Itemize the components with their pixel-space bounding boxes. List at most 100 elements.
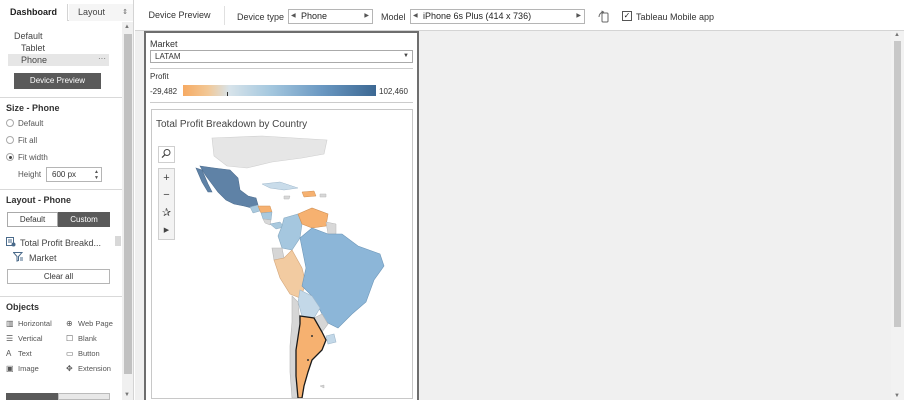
- object-button[interactable]: ▭ Button: [66, 349, 100, 358]
- prev-arrow-icon[interactable]: ◀: [291, 13, 296, 19]
- map-tools-group: + − ✰ ▶: [158, 168, 175, 240]
- zoom-out-icon[interactable]: −: [163, 189, 170, 201]
- size-option-fit-width[interactable]: Fit width: [6, 153, 48, 162]
- radio-selected-icon: [6, 153, 14, 161]
- map-region-hispaniola[interactable]: [301, 190, 317, 198]
- map-region-argentina[interactable]: [295, 315, 327, 398]
- map-point: [311, 335, 313, 337]
- next-arrow-icon[interactable]: ▶: [576, 13, 581, 19]
- object-label: Text: [18, 349, 32, 358]
- layout-custom-button[interactable]: Custom: [58, 212, 110, 227]
- object-text[interactable]: A Text: [6, 349, 32, 358]
- object-extension[interactable]: ✥ Extension: [66, 364, 111, 373]
- blank-icon: ☐: [66, 334, 74, 343]
- scroll-up-icon[interactable]: ▲: [124, 24, 130, 30]
- mobile-app-checkbox[interactable]: ✓: [622, 11, 632, 21]
- object-vertical[interactable]: ☰ Vertical: [6, 334, 43, 343]
- scroll-down-icon[interactable]: ▼: [894, 393, 900, 399]
- map-search-button[interactable]: [158, 146, 175, 163]
- object-label: Blank: [78, 334, 97, 343]
- model-label: Model: [381, 12, 406, 22]
- map-region-falklands[interactable]: [319, 384, 325, 389]
- size-section-title: Size - Phone: [6, 103, 60, 113]
- more-options-icon[interactable]: ···: [98, 54, 106, 63]
- clear-all-button[interactable]: Clear all: [7, 269, 110, 284]
- scrollbar-thumb[interactable]: [894, 41, 901, 327]
- map-region-guyana[interactable]: [325, 221, 337, 235]
- map-region-uruguay[interactable]: [325, 333, 337, 345]
- scrollbar-thumb[interactable]: [124, 34, 132, 374]
- scroll-down-icon[interactable]: ▼: [124, 392, 130, 398]
- device-option-phone[interactable]: Phone ···: [8, 54, 109, 66]
- map-region-chile[interactable]: [289, 295, 301, 398]
- layout-default-button[interactable]: Default: [7, 212, 58, 227]
- layout-item-filter[interactable]: Market: [12, 252, 57, 263]
- map-region-baja[interactable]: [195, 167, 213, 193]
- object-blank[interactable]: ☐ Blank: [66, 334, 97, 343]
- map-worksheet[interactable]: Total Profit Breakdown by Country + − ✰ …: [151, 109, 413, 399]
- rotate-device-icon[interactable]: [597, 10, 611, 24]
- image-icon: ▣: [6, 364, 14, 373]
- size-option-label: Fit all: [18, 136, 38, 145]
- radio-icon: [6, 119, 14, 127]
- map-region-jamaica[interactable]: [283, 195, 291, 200]
- object-web-page[interactable]: ⊕ Web Page: [66, 319, 113, 328]
- device-option-default[interactable]: Default: [14, 31, 43, 41]
- phone-frame-top: [146, 31, 417, 33]
- radio-icon: [6, 136, 14, 144]
- object-horizontal[interactable]: ▥ Horizontal: [6, 319, 52, 328]
- chevron-down-icon: ▼: [403, 53, 409, 59]
- tab-layout-label: Layout: [78, 7, 106, 17]
- item-handle[interactable]: [115, 236, 121, 246]
- tab-dashboard[interactable]: Dashboard: [0, 4, 68, 21]
- divider: [0, 296, 122, 297]
- scroll-up-icon[interactable]: ▲: [894, 32, 900, 38]
- layout-item-label: Market: [29, 253, 57, 263]
- model-select[interactable]: ◀ iPhone 6s Plus (414 x 736) ▶: [410, 9, 585, 24]
- divider: [150, 102, 413, 103]
- side-pane-scrollbar[interactable]: ▲ ▼: [122, 22, 133, 400]
- divider: [0, 189, 122, 190]
- layout-item-worksheet[interactable]: Total Profit Breakd...: [6, 237, 101, 248]
- horizontal-icon: ▥: [6, 319, 14, 328]
- tab-layout[interactable]: Layout ⇕: [69, 4, 133, 21]
- map-region-puerto-rico[interactable]: [319, 193, 327, 198]
- device-preview-tab[interactable]: Device Preview: [135, 6, 225, 25]
- profit-legend-max: 102,460: [379, 87, 408, 96]
- map-region-venezuela[interactable]: [297, 207, 329, 229]
- map-region-colombia[interactable]: [277, 213, 303, 251]
- size-option-label: Fit width: [18, 153, 48, 162]
- floating-tab[interactable]: [58, 393, 110, 400]
- prev-arrow-icon[interactable]: ◀: [413, 13, 418, 19]
- device-option-tablet[interactable]: Tablet: [21, 43, 46, 53]
- worksheet-icon: [6, 237, 16, 247]
- size-option-default[interactable]: Default: [6, 119, 43, 128]
- height-input[interactable]: 600 px ▲ ▼: [46, 167, 102, 182]
- map-region-cuba[interactable]: [261, 181, 299, 191]
- map-region-costa-rica[interactable]: [262, 218, 272, 226]
- tiled-tab[interactable]: [6, 393, 58, 400]
- expand-arrow-icon[interactable]: ▶: [163, 227, 170, 234]
- preview-canvas: Market LATAM ▼ Profit -29,482 102,460: [135, 31, 904, 400]
- layout-item-label: Total Profit Breakd...: [20, 238, 102, 248]
- height-value: 600 px: [52, 170, 77, 179]
- map-region-brazil[interactable]: [299, 227, 385, 329]
- size-option-fit-all[interactable]: Fit all: [6, 136, 37, 145]
- device-type-select[interactable]: ◀ Phone ▶: [288, 9, 373, 24]
- object-label: Vertical: [18, 334, 43, 343]
- market-filter-dropdown[interactable]: LATAM ▼: [150, 50, 413, 63]
- phone-preview-frame: Market LATAM ▼ Profit -29,482 102,460: [144, 31, 419, 400]
- side-pane-tabs: Dashboard Layout ⇕: [0, 4, 133, 21]
- zoom-in-icon[interactable]: +: [163, 172, 170, 184]
- next-arrow-icon[interactable]: ▶: [364, 13, 369, 19]
- object-image[interactable]: ▣ Image: [6, 364, 39, 373]
- device-type-value: Phone: [301, 11, 328, 21]
- latam-map[interactable]: [152, 110, 413, 399]
- map-title: Total Profit Breakdown by Country: [156, 119, 308, 130]
- map-region-north-america[interactable]: [211, 135, 328, 169]
- object-label: Image: [18, 364, 39, 373]
- pin-icon[interactable]: ✰: [161, 207, 172, 219]
- canvas-scrollbar[interactable]: ▲ ▼: [891, 31, 904, 400]
- stepper-arrows-icon[interactable]: ▲ ▼: [94, 169, 99, 181]
- device-preview-button[interactable]: Device Preview: [14, 73, 101, 89]
